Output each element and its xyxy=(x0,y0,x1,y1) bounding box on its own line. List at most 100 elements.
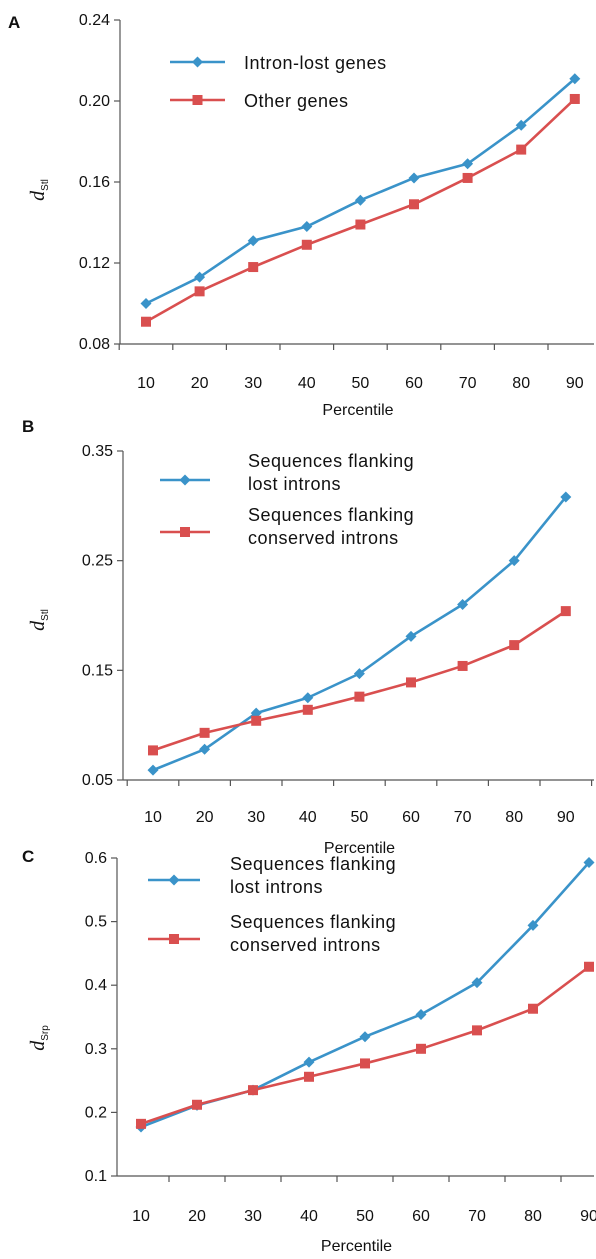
y-tick-label: 0.3 xyxy=(85,1041,107,1058)
data-point xyxy=(569,73,581,85)
data-point xyxy=(462,172,473,183)
data-point xyxy=(528,1003,538,1014)
panel-b: B 0.05 0.15 0.25 0.35 10 20 30 40 50 60 70 80 90 Perc… xyxy=(22,417,594,857)
data-point xyxy=(508,555,520,567)
x-axis-title: Percentile xyxy=(324,840,395,857)
legend-label: Sequences flanking lost introns xyxy=(248,451,414,494)
y-tick-label: 0.5 xyxy=(85,914,107,931)
y-tick-label: 0.05 xyxy=(82,772,113,789)
data-point xyxy=(509,640,520,651)
legend-label: Intron-lost genes xyxy=(244,53,387,73)
data-point xyxy=(462,158,474,170)
legend-marker xyxy=(192,95,203,105)
legend-label: Sequences flanking conserved introns xyxy=(230,912,396,955)
data-point xyxy=(247,235,259,247)
panel-a: A 0.08 0.12 0.16 0.20 0.24 10 20 30 40 50 60 70 80 90… xyxy=(8,12,594,419)
y-axis-title: dSrp xyxy=(27,1025,51,1051)
data-point xyxy=(147,764,159,776)
data-point xyxy=(304,1071,314,1082)
series-line xyxy=(145,77,576,305)
data-point xyxy=(136,1118,146,1129)
data-point xyxy=(354,691,365,702)
data-point xyxy=(405,630,417,642)
x-tick-label: 20 xyxy=(191,375,209,392)
data-point xyxy=(301,221,313,233)
legend-marker xyxy=(179,474,191,486)
data-point xyxy=(583,856,595,868)
legend-marker xyxy=(168,874,180,886)
data-point xyxy=(416,1043,426,1054)
data-point xyxy=(560,606,571,617)
data-point xyxy=(355,219,366,230)
x-axis-title: Percentile xyxy=(322,402,393,419)
data-point xyxy=(584,961,594,972)
data-point xyxy=(472,1025,482,1036)
data-point xyxy=(415,1008,427,1020)
x-tick-label: 60 xyxy=(405,375,423,392)
x-tick-label: 40 xyxy=(300,1208,318,1225)
x-tick-label: 90 xyxy=(580,1208,596,1225)
x-tick-label: 20 xyxy=(188,1208,206,1225)
legend-label: Sequences flanking conserved introns xyxy=(248,505,414,548)
data-point xyxy=(251,715,262,726)
legend-marker xyxy=(169,934,179,944)
y-tick-label: 0.2 xyxy=(85,1104,107,1121)
x-axis-title: Percentile xyxy=(321,1238,392,1255)
x-tick-label: 70 xyxy=(468,1208,486,1225)
data-point xyxy=(140,298,152,309)
x-tick-label: 50 xyxy=(356,1208,374,1225)
data-point xyxy=(303,1056,315,1068)
y-tick-label: 0.16 xyxy=(79,174,110,191)
data-point xyxy=(408,172,420,184)
x-tick-label: 10 xyxy=(132,1208,150,1225)
legend-label: Other genes xyxy=(244,91,349,111)
data-point xyxy=(360,1058,370,1069)
data-point xyxy=(301,239,312,250)
data-point xyxy=(515,119,527,131)
y-tick-label: 0.08 xyxy=(79,336,110,353)
x-tick-label: 90 xyxy=(566,375,584,392)
x-tick-label: 40 xyxy=(298,375,316,392)
data-point xyxy=(354,194,366,206)
y-tick-label: 0.35 xyxy=(82,443,113,460)
data-point xyxy=(248,262,259,273)
y-axis-title: dStl xyxy=(27,179,51,201)
series-line xyxy=(152,610,567,752)
data-point xyxy=(192,1099,202,1110)
y-axis-title: dStl xyxy=(27,609,51,631)
data-point xyxy=(406,677,416,688)
series-blue xyxy=(135,856,595,1133)
x-tick-label: 80 xyxy=(512,375,530,392)
x-tick-label: 60 xyxy=(412,1208,430,1225)
legend-label: Sequences flanking lost introns xyxy=(230,854,396,897)
panel-c: C 0.1 0.2 0.3 0.4 0.5 0.6 10 20 30 40 50 60 70 80 90 Pe… xyxy=(22,847,596,1255)
data-point xyxy=(516,144,527,155)
data-point xyxy=(409,199,419,210)
data-point xyxy=(302,692,314,704)
y-tick-label: 0.15 xyxy=(82,662,113,679)
x-tick-label: 60 xyxy=(402,809,420,826)
data-point xyxy=(353,668,365,680)
y-tick-label: 0.25 xyxy=(82,553,113,570)
series-red xyxy=(148,606,571,756)
legend-marker xyxy=(192,56,203,68)
data-point xyxy=(148,745,158,756)
x-tick-label: 30 xyxy=(244,375,262,392)
data-point xyxy=(569,93,580,104)
data-point xyxy=(194,271,206,283)
data-point xyxy=(527,919,539,931)
series-blue xyxy=(140,73,581,309)
series-line xyxy=(140,965,590,1126)
data-point xyxy=(457,599,469,611)
x-tick-label: 50 xyxy=(351,809,369,826)
x-tick-label: 40 xyxy=(299,809,317,826)
series-red xyxy=(141,93,580,327)
x-tick-label: 70 xyxy=(459,375,477,392)
data-point xyxy=(248,1085,258,1096)
y-tick-label: 0.1 xyxy=(85,1168,107,1185)
x-tick-label: 20 xyxy=(196,809,214,826)
series-blue xyxy=(147,491,572,776)
x-tick-label: 10 xyxy=(137,375,155,392)
x-tick-label: 70 xyxy=(454,809,472,826)
